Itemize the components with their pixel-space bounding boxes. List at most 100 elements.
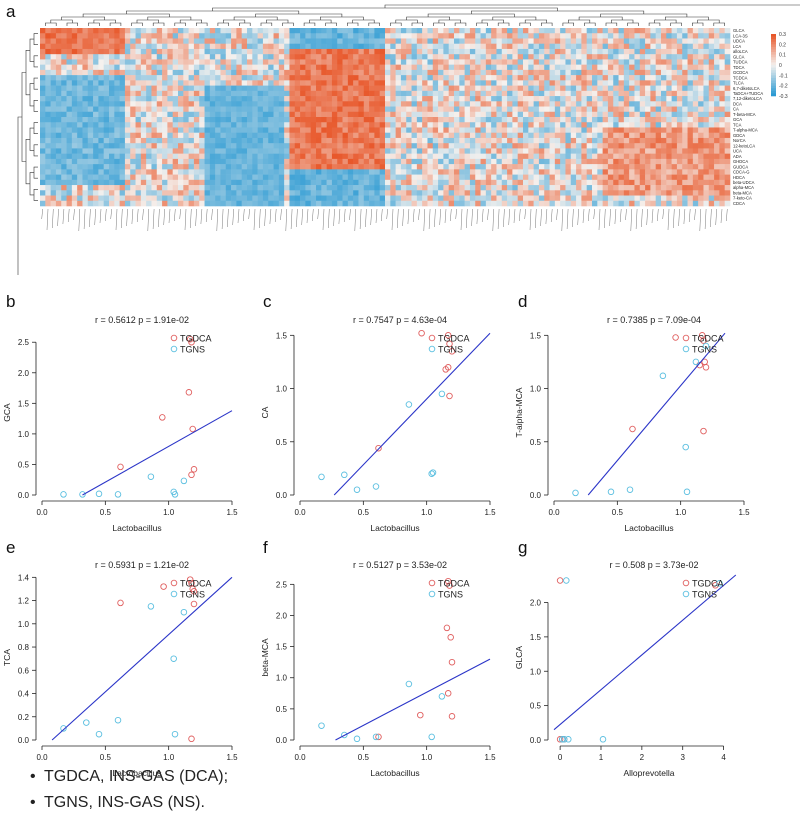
heatmap-cell (188, 54, 195, 60)
heatmap-cell (448, 143, 455, 149)
heatmap-cell (77, 179, 83, 186)
heatmap-cell (400, 33, 407, 39)
heatmap-cell (661, 185, 667, 191)
column-label-mark (152, 208, 155, 230)
heatmap-cell (634, 117, 641, 123)
heatmap-cell (528, 75, 534, 81)
heatmap-cell (130, 195, 136, 202)
heatmap-cell (586, 38, 593, 45)
column-label-mark (343, 208, 346, 223)
legend-label-tgdca: TGDCA (438, 579, 470, 589)
heatmap-cell (724, 190, 731, 196)
heatmap-row-label: HDCA (733, 175, 745, 180)
heatmap-cell (156, 174, 163, 181)
heatmap-cell (130, 43, 136, 50)
heatmap-cell (602, 106, 609, 113)
heatmap-cell (151, 106, 158, 113)
heatmap-cell (119, 69, 126, 76)
dendrogram-branch (29, 127, 34, 151)
heatmap-cell (714, 200, 720, 207)
heatmap-cell (77, 54, 83, 60)
heatmap-cell (586, 64, 593, 71)
heatmap-cell (77, 80, 83, 86)
heatmap-cell (565, 164, 572, 170)
heatmap-cell (692, 179, 699, 186)
heatmap-cell (124, 164, 131, 170)
heatmap-cell (714, 101, 720, 107)
heatmap-cell (294, 48, 301, 55)
legend-color-step (771, 49, 776, 53)
heatmap-cell (310, 75, 317, 81)
heatmap-cell (119, 117, 126, 123)
heatmap-cell (247, 48, 253, 55)
heatmap-cell (724, 90, 731, 97)
heatmap-cell (82, 96, 89, 102)
heatmap-cell (114, 59, 120, 65)
heatmap-cell (55, 64, 62, 71)
heatmap-cell (204, 190, 211, 196)
heatmap-cell (661, 38, 667, 45)
heatmap-cell (406, 106, 412, 113)
heatmap-cell (560, 169, 566, 175)
heatmap-cell (209, 43, 216, 50)
heatmap-cell (422, 158, 428, 165)
heatmap-cell (432, 137, 439, 144)
heatmap-cell (629, 179, 635, 186)
heatmap-cell (162, 179, 168, 186)
heatmap-cell (411, 59, 418, 65)
heatmap-cell (316, 43, 322, 50)
heatmap-cell (581, 75, 587, 81)
heatmap-cell (400, 195, 407, 202)
heatmap-cell (687, 143, 694, 149)
heatmap-cell (55, 101, 62, 107)
heatmap-cell (167, 143, 173, 149)
heatmap-cell (602, 59, 609, 65)
heatmap-cell (607, 174, 614, 181)
heatmap-cell (124, 127, 131, 134)
heatmap-cell (698, 117, 704, 123)
heatmap-cell (719, 85, 725, 92)
heatmap-cell (629, 111, 635, 118)
heatmap-cell (560, 148, 566, 154)
heatmap-cell (666, 54, 672, 60)
heatmap-row-label: TDCA (733, 65, 745, 70)
heatmap-cell (549, 59, 556, 65)
heatmap-cell (613, 200, 619, 207)
heatmap-cell (411, 111, 418, 118)
heatmap-cell (331, 164, 338, 170)
heatmap-cell (247, 169, 253, 175)
heatmap-cell (714, 185, 720, 191)
heatmap-cell (661, 96, 667, 102)
column-label-mark (184, 208, 187, 231)
heatmap-cell (305, 80, 311, 86)
heatmap-cell (496, 158, 503, 165)
dendrogram-branch (713, 22, 725, 26)
heatmap-cell (719, 111, 725, 118)
dendrogram-branch (109, 22, 122, 26)
heatmap-cell (119, 43, 126, 50)
heatmap-cell (618, 28, 625, 34)
heatmap-cell (629, 43, 635, 50)
heatmap-cell (278, 64, 285, 71)
heatmap-cell (650, 33, 656, 39)
heatmap-cell (231, 48, 237, 55)
heatmap-cell (220, 143, 227, 149)
heatmap-cell (342, 85, 349, 92)
heatmap-cell (241, 64, 248, 71)
heatmap-cell (326, 33, 333, 39)
heatmap-cell (613, 169, 619, 175)
heatmap-cell (592, 111, 598, 118)
dendrogram-branch (255, 13, 343, 17)
heatmap-cell (400, 59, 407, 65)
heatmap-cell (379, 101, 386, 107)
heatmap-cell (199, 111, 205, 118)
heatmap-cell (124, 122, 131, 128)
heatmap-cell (363, 33, 370, 39)
heatmap-cell (496, 148, 503, 154)
heatmap-cell (480, 158, 487, 165)
heatmap-cell (570, 195, 577, 202)
column-label-mark (243, 208, 245, 222)
heatmap-cell (602, 158, 609, 165)
heatmap-cell (77, 137, 83, 144)
heatmap-cell (331, 106, 338, 113)
